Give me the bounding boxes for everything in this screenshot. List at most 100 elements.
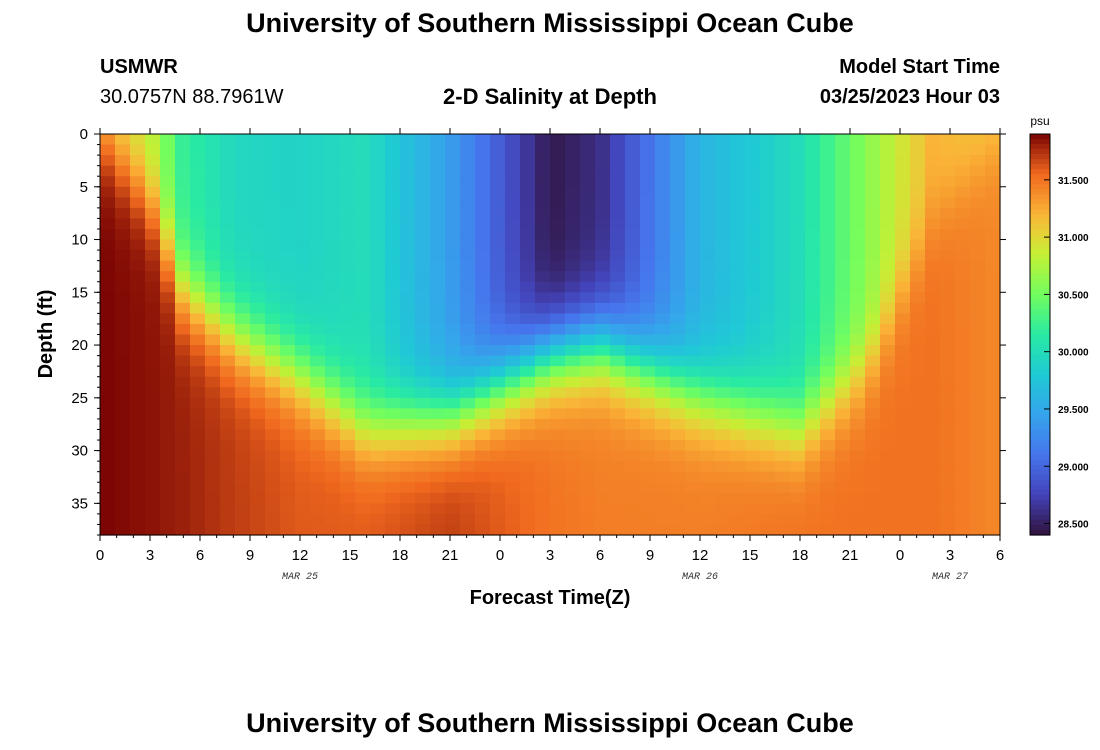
heatmap-cell	[430, 228, 446, 241]
colorbar-segment	[1030, 469, 1050, 476]
heatmap-cell	[820, 165, 836, 177]
heatmap-cell	[520, 250, 536, 262]
heatmap-cell	[910, 313, 926, 325]
heatmap-cell	[190, 165, 206, 177]
heatmap-cell	[655, 250, 671, 262]
heatmap-cell	[280, 376, 296, 388]
heatmap-cell	[865, 144, 881, 156]
heatmap-cell	[265, 366, 281, 378]
heatmap-cell	[775, 197, 791, 209]
heatmap-cell	[280, 207, 296, 220]
heatmap-cell	[745, 471, 761, 483]
heatmap-cell	[175, 228, 191, 241]
heatmap-cell	[250, 461, 266, 473]
heatmap-cell	[925, 323, 941, 336]
colorbar-segment	[1030, 284, 1050, 290]
heatmap-cell	[505, 482, 521, 494]
heatmap-cell	[565, 355, 581, 367]
heatmap-cell	[400, 345, 416, 357]
heatmap-cell	[580, 165, 596, 177]
heatmap-cell	[505, 271, 521, 283]
heatmap-cell	[355, 387, 371, 399]
heatmap-cell	[985, 176, 1001, 188]
heatmap-cell	[850, 345, 866, 357]
heatmap-cell	[685, 461, 701, 473]
heatmap-cell	[895, 207, 911, 220]
heatmap-cell	[835, 155, 851, 167]
heatmap-cell	[295, 503, 311, 515]
heatmap-cell	[160, 313, 176, 325]
heatmap-cell	[265, 165, 281, 177]
heatmap-cell	[760, 366, 776, 378]
colorbar-unit: psu	[1030, 114, 1049, 128]
heatmap-cell	[955, 197, 971, 209]
heatmap-cell	[490, 155, 506, 167]
heatmap-cell	[520, 228, 536, 241]
heatmap-cell	[715, 440, 731, 452]
heatmap-cell	[985, 313, 1001, 325]
heatmap-cell	[325, 228, 341, 241]
heatmap-cell	[175, 271, 191, 283]
heatmap-cell	[925, 366, 941, 378]
heatmap-cell	[445, 218, 461, 230]
heatmap-cell	[655, 176, 671, 188]
heatmap-cell	[430, 239, 446, 251]
heatmap-cell	[205, 387, 221, 399]
heatmap-cell	[805, 218, 821, 230]
salinity-heatmap	[100, 134, 1001, 536]
heatmap-cell	[145, 228, 161, 241]
colorbar-segment	[1030, 174, 1050, 180]
heatmap-cell	[490, 366, 506, 378]
heatmap-cell	[475, 418, 491, 431]
heatmap-cell	[370, 503, 386, 515]
heatmap-cell	[445, 144, 461, 156]
heatmap-cell	[985, 250, 1001, 262]
heatmap-cell	[235, 302, 251, 314]
heatmap-cell	[715, 292, 731, 304]
heatmap-cell	[505, 302, 521, 314]
heatmap-cell	[505, 376, 521, 388]
heatmap-cell	[565, 271, 581, 283]
heatmap-cell	[760, 176, 776, 188]
colorbar-segment	[1030, 134, 1050, 140]
heatmap-cell	[940, 366, 956, 378]
heatmap-cell	[640, 239, 656, 251]
heatmap-cell	[100, 482, 116, 494]
heatmap-cell	[955, 492, 971, 504]
colorbar-segment	[1030, 404, 1050, 411]
heatmap-cell	[670, 366, 686, 378]
heatmap-cell	[415, 197, 431, 209]
heatmap-cell	[865, 186, 881, 198]
heatmap-cell	[625, 165, 641, 177]
heatmap-cell	[490, 281, 506, 293]
heatmap-cell	[865, 218, 881, 230]
heatmap-cell	[925, 482, 941, 494]
heatmap-cell	[640, 513, 656, 526]
heatmap-cell	[880, 260, 896, 272]
heatmap-cell	[445, 334, 461, 346]
heatmap-cell	[610, 524, 626, 536]
heatmap-cell	[565, 418, 581, 431]
heatmap-cell	[715, 155, 731, 167]
heatmap-cell	[535, 176, 551, 188]
heatmap-cell	[625, 313, 641, 325]
heatmap-cell	[310, 323, 326, 336]
heatmap-cell	[535, 471, 551, 483]
heatmap-cell	[655, 144, 671, 156]
heatmap-cell	[145, 524, 161, 536]
heatmap-cell	[970, 450, 986, 462]
heatmap-cell	[520, 271, 536, 283]
heatmap-cell	[790, 366, 806, 378]
heatmap-cell	[595, 323, 611, 336]
heatmap-cell	[790, 155, 806, 167]
heatmap-cell	[745, 461, 761, 473]
heatmap-cell	[550, 471, 566, 483]
heatmap-cell	[715, 482, 731, 494]
heatmap-cell	[385, 429, 401, 441]
heatmap-cell	[880, 165, 896, 177]
heatmap-cell	[610, 355, 626, 367]
heatmap-cell	[985, 513, 1001, 526]
heatmap-cell	[775, 207, 791, 220]
heatmap-cell	[535, 186, 551, 198]
